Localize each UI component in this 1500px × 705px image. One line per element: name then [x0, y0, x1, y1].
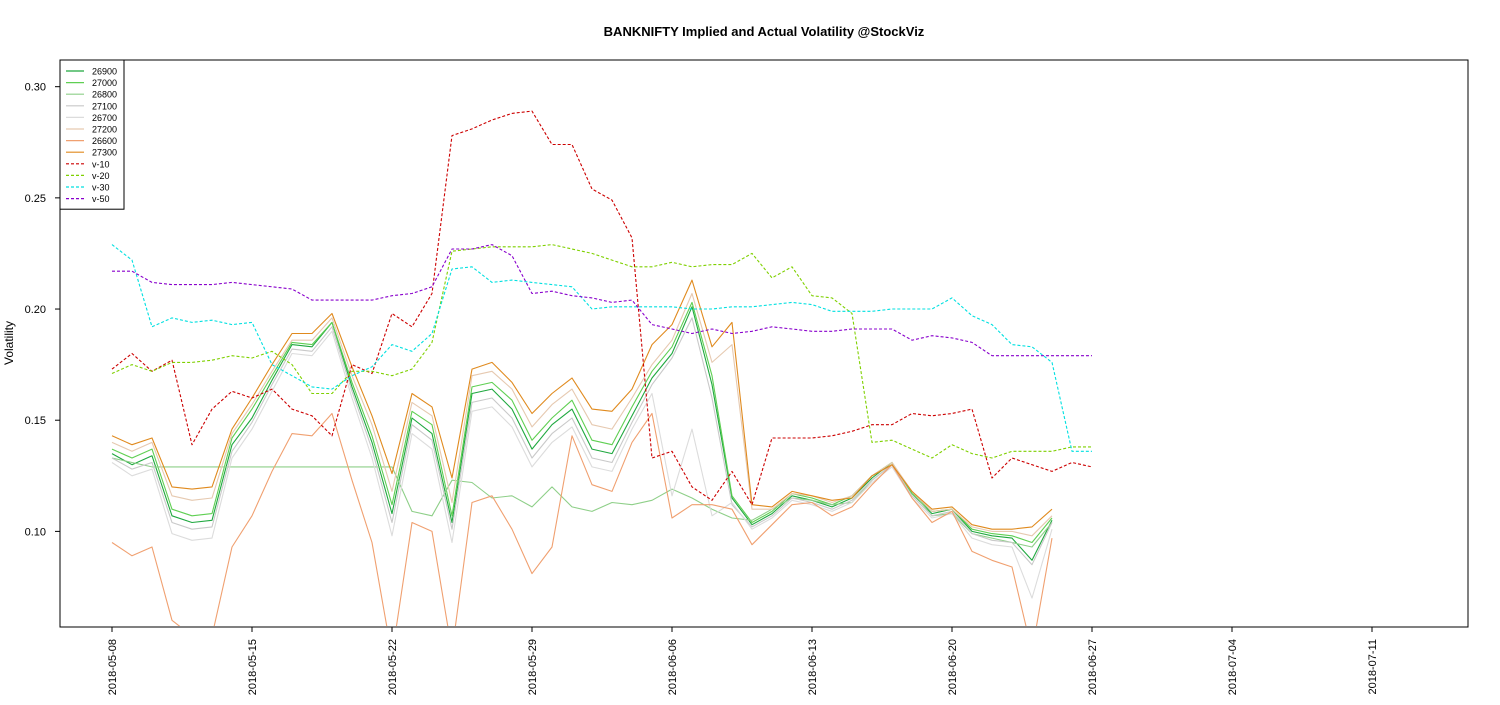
series-line-27000: [111, 301, 1053, 544]
y-tick-label: 0.20: [25, 304, 46, 316]
series-line-26900: [111, 306, 1053, 561]
y-axis-label: Volatility: [2, 321, 16, 365]
legend-label: 26900: [92, 67, 117, 77]
series-line-27200: [111, 292, 1053, 537]
x-tick-label: 2018-05-08: [107, 639, 119, 695]
x-tick-label: 2018-06-20: [947, 639, 959, 695]
legend-label: v-10: [92, 159, 110, 169]
x-axis: 2018-05-08 2018-05-15 2018-05-22 2018-05-29…: [107, 627, 1379, 695]
x-tick-label: 2018-07-04: [1227, 639, 1239, 695]
series-line-v-20: [111, 244, 1092, 459]
y-tick-label: 0.15: [25, 415, 46, 427]
legend-box: [59, 59, 125, 210]
series-line-v-10: [111, 110, 1093, 506]
x-tick-label: 2018-05-15: [247, 639, 259, 695]
legend-label: 26600: [92, 136, 117, 146]
x-tick-label: 2018-06-13: [807, 639, 819, 695]
series-line-26700: [111, 330, 1053, 599]
y-tick-label: 0.10: [25, 526, 46, 538]
plot-frame: [59, 59, 1469, 628]
series-layer: [111, 110, 1093, 626]
legend-label: 27100: [92, 101, 117, 111]
y-tick-label: 0.25: [25, 193, 46, 205]
series-line-26800: [111, 457, 1053, 548]
x-tick-label: 2018-06-06: [667, 639, 679, 695]
y-axis: 0.10 0.15 0.20 0.25 0.30: [25, 82, 60, 538]
legend-label: 26700: [92, 113, 117, 123]
legend-label: 27300: [92, 148, 117, 158]
x-tick-label: 2018-05-29: [527, 639, 539, 695]
legend-label: v-30: [92, 183, 110, 193]
x-tick-label: 2018-05-22: [387, 639, 399, 695]
legend-label: 27000: [92, 78, 117, 88]
x-tick-label: 2018-07-11: [1367, 639, 1379, 694]
x-tick-label: 2018-06-27: [1087, 639, 1099, 695]
series-line-v-30: [111, 244, 1092, 452]
legend-label: 26800: [92, 90, 117, 100]
legend-label: v-20: [92, 171, 110, 181]
series-line-27300: [111, 279, 1053, 530]
legend-label: v-50: [92, 194, 110, 204]
legend-label: 27200: [92, 125, 117, 135]
chart-title: BANKNIFTY Implied and Actual Volatility …: [604, 24, 925, 39]
series-line-26600: [111, 412, 1053, 626]
series-line-v-50: [112, 244, 1092, 357]
series-line-27100: [111, 317, 1053, 566]
y-tick-label: 0.30: [25, 82, 46, 94]
